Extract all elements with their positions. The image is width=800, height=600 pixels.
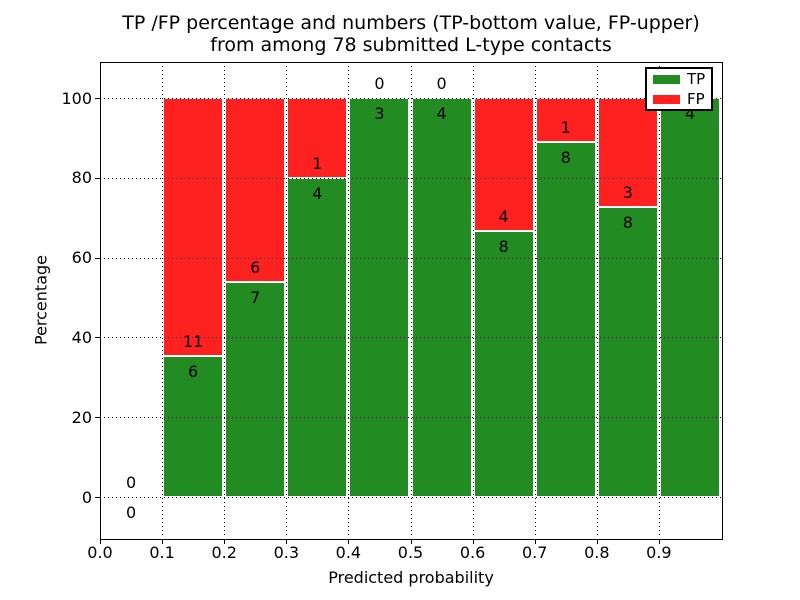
tp-bar-segment-7: [535, 142, 596, 497]
tp-bar-segment-1: [163, 356, 224, 497]
y-tick-label-20: 20: [71, 407, 92, 427]
tp-bar-segment-6: [473, 230, 534, 497]
x-tick-label-0.2: 0.2: [211, 543, 237, 562]
tp-legend-label: TP: [687, 69, 706, 88]
x-tick-label-0.7: 0.7: [521, 543, 548, 562]
chart-title: TP /FP percentage and numbers (TP-bottom…: [122, 12, 700, 56]
v-gridline-0.1: [162, 62, 164, 538]
y-tick-label-60: 60: [71, 248, 92, 268]
tp-count-label-7: 8: [560, 148, 571, 168]
x-tick-label-0.9: 0.9: [646, 543, 672, 562]
x-tick-label-0.1: 0.1: [149, 543, 175, 562]
fp-bar-segment-1: [163, 98, 224, 357]
chart-title-line2: from among 78 submitted L-type contacts: [210, 34, 612, 56]
y-tick-mark-60: [95, 257, 100, 259]
fp-legend-swatch: [653, 94, 680, 104]
x-tick-mark-0.1: [162, 539, 164, 544]
x-tick-mark-0.4: [348, 539, 350, 544]
fp-count-label-0: 0: [125, 473, 137, 492]
x-tick-label-0.4: 0.4: [335, 543, 362, 562]
fp-bar-segment-2: [225, 98, 286, 283]
tp-count-label-1: 6: [188, 362, 199, 382]
y-tick-label-100: 100: [61, 88, 92, 108]
tp-count-label-3: 4: [312, 183, 323, 203]
tp-count-label-0: 0: [125, 503, 137, 522]
fp-count-label-6: 4: [498, 206, 509, 226]
tp-bar-segment-9: [659, 98, 720, 497]
v-gridline-0.2: [224, 62, 226, 538]
v-gridline-0.7: [534, 62, 536, 538]
legend-box: TP FP: [645, 67, 713, 111]
tp-count-label-4: 3: [374, 104, 385, 123]
fp-bar-segment-8: [597, 98, 658, 207]
fp-count-label-4: 0: [374, 74, 385, 93]
x-tick-label-0.3: 0.3: [273, 543, 300, 562]
tp-count-label-6: 8: [498, 236, 509, 256]
tp-legend-swatch: [653, 74, 680, 84]
x-tick-label-0.8: 0.8: [584, 543, 610, 562]
tp-count-label-9: 4: [684, 104, 696, 123]
v-gridline-0.4: [348, 62, 350, 538]
x-tick-mark-0.8: [596, 539, 598, 544]
fp-count-label-8: 3: [622, 182, 633, 202]
x-tick-mark-0.0: [100, 539, 101, 544]
x-tick-mark-0.7: [534, 539, 536, 544]
x-tick-mark-0.9: [658, 539, 660, 544]
x-tick-label-0.5: 0.5: [397, 543, 424, 562]
x-tick-mark-0.6: [472, 539, 474, 544]
fp-count-label-2: 6: [250, 258, 261, 278]
fp-count-label-5: 0: [436, 74, 447, 93]
x-tick-mark-0.3: [286, 539, 288, 544]
v-gridline-0.6: [472, 62, 474, 538]
x-axis-label: Predicted probability: [328, 568, 494, 587]
tp-bar-segment-8: [597, 206, 658, 497]
fp-count-label-7: 1: [560, 118, 571, 138]
y-tick-mark-0: [95, 497, 100, 498]
fp-count-label-3: 1: [312, 153, 323, 173]
chart-title-line1: TP /FP percentage and numbers (TP-bottom…: [122, 12, 700, 34]
y-tick-mark-40: [95, 337, 100, 339]
y-tick-label-80: 80: [71, 168, 92, 188]
y-tick-mark-80: [95, 177, 100, 179]
x-tick-mark-0.5: [410, 539, 412, 544]
fp-bar-segment-7: [535, 98, 596, 143]
v-gridline-0.3: [286, 62, 288, 538]
legend-entry-tp: TP: [653, 69, 706, 88]
y-tick-label-40: 40: [71, 327, 92, 347]
tp-bar-segment-2: [225, 282, 286, 497]
x-tick-label-0.6: 0.6: [459, 543, 486, 562]
y-tick-label-0: 0: [81, 487, 92, 507]
tp-bar-segment-4: [349, 98, 410, 497]
fp-legend-label: FP: [687, 89, 705, 108]
fp-count-label-1: 11: [182, 332, 204, 352]
tp-count-label-5: 4: [436, 104, 447, 123]
y-tick-mark-20: [95, 417, 100, 419]
v-gridline-0.8: [596, 62, 598, 538]
v-gridline-0.9: [658, 62, 660, 538]
legend-entry-fp: FP: [653, 89, 705, 108]
v-gridline-0.5: [410, 62, 412, 538]
x-tick-mark-0.2: [224, 539, 226, 544]
tp-count-label-8: 8: [622, 212, 633, 232]
y-tick-mark-100: [95, 98, 100, 99]
tp-count-label-2: 7: [250, 288, 261, 308]
x-tick-label-0.0: 0.0: [87, 543, 113, 562]
tp-bar-segment-5: [411, 98, 472, 497]
fp-bar-segment-6: [473, 98, 534, 231]
